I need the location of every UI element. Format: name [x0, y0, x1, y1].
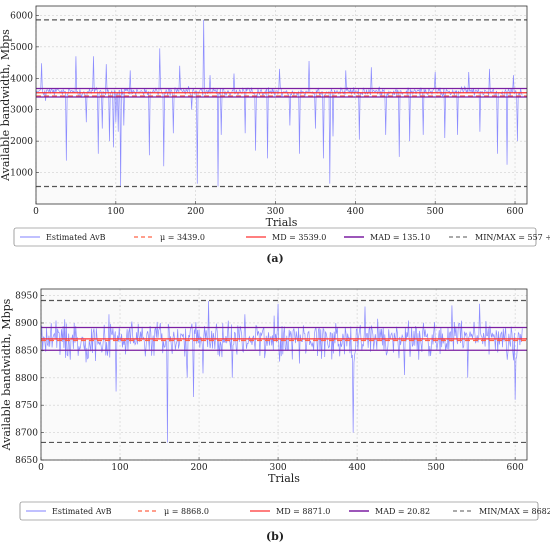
- x-tick-label-a: 600: [506, 207, 523, 217]
- x-tick-label-b: 400: [349, 463, 366, 473]
- caption-b: (b): [266, 530, 284, 543]
- y-tick-label-b: 8900: [15, 319, 38, 329]
- legend-box-b: [19, 501, 539, 521]
- x-tick-label-a: 300: [267, 207, 284, 217]
- legend-label-b-4: MIN/MAX = 8682 ÷ 8941: [479, 507, 550, 516]
- x-tick-label-a: 100: [107, 207, 124, 217]
- legend-label-a-3: MAD = 135.10: [370, 233, 430, 242]
- plot-frame-b: [40, 288, 528, 461]
- y-tick-label-b: 8750: [15, 401, 38, 411]
- legend-b: Estimated AvB μ = 8868.0 MD = 8871.0 MAD = …: [19, 501, 550, 521]
- plot-frame-a: [35, 5, 528, 205]
- x-axis-label-b: Trials: [268, 472, 300, 485]
- y-tick-label-a: 6000: [10, 11, 33, 21]
- y-tick-label-b: 8650: [15, 456, 38, 466]
- x-tick-label-a: 200: [187, 207, 204, 217]
- legend-label-a-0: Estimated AvB: [46, 233, 106, 242]
- x-tick-label-b: 300: [269, 463, 286, 473]
- caption-a: (a): [266, 252, 284, 265]
- x-tick-label-b: 200: [190, 463, 207, 473]
- legend-box-a: [13, 227, 537, 247]
- x-tick-label-a: 0: [33, 207, 39, 217]
- legend-label-a-1: μ = 3439.0: [160, 233, 205, 242]
- x-tick-label-a: 500: [427, 207, 444, 217]
- x-tick-label-b: 600: [507, 463, 524, 473]
- legend-label-b-2: MD = 8871.0: [276, 507, 330, 516]
- y-tick-label-a: 3000: [10, 106, 33, 116]
- chart-b: 0 100 200 300 400 500 600 8650 8700 8750 8800 8850 8…: [0, 288, 528, 485]
- y-tick-label-a: 4000: [10, 74, 33, 84]
- plot-area-b: [41, 289, 527, 460]
- x-tick-label-a: 400: [347, 207, 364, 217]
- y-axis-label-a: Available bandwidth, Mbps: [0, 29, 12, 182]
- y-axis-label-b: Available bandwidth, Mbps: [0, 298, 13, 451]
- legend-label-b-1: μ = 8868.0: [164, 507, 209, 516]
- y-tick-label-b: 8950: [15, 292, 38, 302]
- x-axis-label-a: Trials: [266, 216, 298, 229]
- y-tick-label-b: 8700: [15, 429, 38, 439]
- x-tick-label-b: 500: [428, 463, 445, 473]
- y-tick-label-a: 5000: [10, 43, 33, 53]
- y-tick-label-b: 8800: [15, 374, 38, 384]
- legend-label-a-2: MD = 3539.0: [272, 233, 326, 242]
- plot-area-a: [36, 6, 527, 204]
- legend-a: Estimated AvB μ = 3439.0 MD = 3539.0 MAD = …: [13, 227, 550, 247]
- x-tick-label-b: 0: [38, 463, 44, 473]
- chart-a: 0 100 200 300 400 500 600 1000 2000 3000 4000 5000 6…: [0, 5, 528, 229]
- legend-label-b-3: MAD = 20.82: [375, 507, 430, 516]
- x-tick-label-b: 100: [111, 463, 128, 473]
- legend-label-a-4: MIN/MAX = 557 ÷ 5858: [475, 233, 550, 242]
- y-tick-label-b: 8850: [15, 346, 38, 356]
- y-tick-label-a: 2000: [10, 137, 33, 147]
- legend-label-b-0: Estimated AvB: [52, 507, 112, 516]
- y-tick-label-a: 1000: [10, 169, 33, 179]
